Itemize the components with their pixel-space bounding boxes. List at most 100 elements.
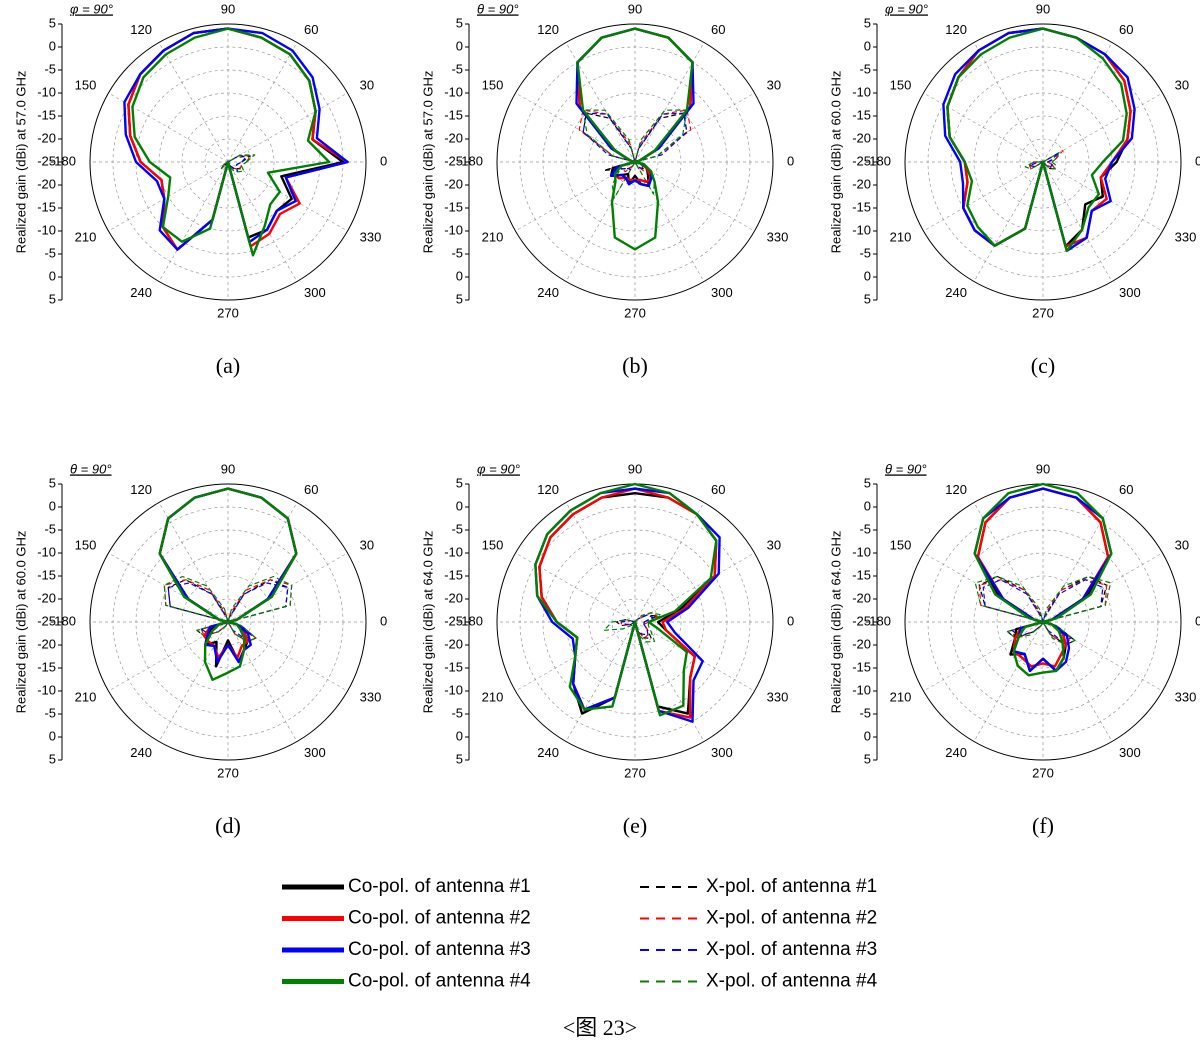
r-tick-label: -20 [444,636,463,651]
angle-grid-line [973,42,1044,163]
angle-grid-line [634,92,755,163]
r-tick-label: -5 [44,245,56,260]
angle-grid-line [565,161,636,282]
outer-circle [89,23,367,301]
angle-grid-line [634,552,755,623]
r-tick-label: -5 [44,521,56,536]
grid-circle [204,138,252,186]
angle-grid-line [515,92,636,163]
xpol-line [1029,149,1064,170]
angle-tick-label: -180 [50,613,76,628]
r-tick-label: -20 [37,130,56,145]
angle-tick-label: 330 [360,229,382,244]
angle-tick-label: 300 [304,745,326,760]
angle-tick-label: 300 [304,285,326,300]
angle-tick-label: 300 [711,285,733,300]
r-axis-label: Realized gain (dBi) at 60.0 GHz [828,71,843,254]
copol-line [946,27,1128,253]
angle-grid-line [515,552,636,623]
r-tick-label: -10 [444,682,463,697]
r-tick-label: 0 [49,268,56,283]
angle-tick-label: 30 [767,77,781,92]
r-tick-label: -5 [859,705,871,720]
r-tick-label: -10 [852,544,871,559]
r-tick-label: 5 [864,751,871,766]
angle-tick-label: 120 [945,482,967,497]
copol-line [131,27,331,257]
r-tick-label: 5 [864,475,871,490]
grid-circle [996,575,1090,669]
angle-tick-label: 270 [624,765,646,780]
angle-grid-line [634,161,755,232]
r-tick-label: 0 [864,268,871,283]
angle-grid-line [973,161,1044,282]
angle-tick-label: 270 [624,305,646,320]
angle-tick-label: -180 [457,153,483,168]
r-tick-label: -10 [852,84,871,99]
r-tick-label: -15 [444,567,463,582]
copol-line [576,27,694,251]
angle-tick-label: 330 [360,689,382,704]
r-tick-label: -20 [37,590,56,605]
angle-grid-line [634,502,705,623]
angle-tick-label: 210 [890,689,912,704]
r-tick-label: -15 [852,107,871,122]
angle-grid-line [158,42,229,163]
angle-tick-label: 30 [360,77,374,92]
r-tick-label: -20 [37,636,56,651]
r-tick-label: 5 [456,751,463,766]
angle-tick-label: 330 [767,229,789,244]
angle-grid-line [158,502,229,623]
angle-tick-label: 0 [380,153,387,168]
legend-label: Co-pol. of antenna #3 [348,939,531,960]
angle-grid-line [1042,42,1113,163]
r-tick-label: 0 [456,728,463,743]
angle-tick-label: 0 [1195,613,1200,628]
xpol-line [582,112,688,171]
xpol-line [163,575,293,643]
angle-tick-label: 0 [787,153,794,168]
angle-grid-line [227,502,298,623]
r-tick-label: -15 [37,199,56,214]
r-tick-label: -25 [852,153,871,168]
figure-label: <图 23> [563,1015,637,1040]
r-tick-label: 5 [49,475,56,490]
outer-circle [496,23,774,301]
angle-grid-line [108,621,229,692]
angle-tick-label: -180 [457,613,483,628]
outer-circle [89,483,367,761]
angle-tick-label: 60 [1119,482,1133,497]
angle-tick-label: 330 [1175,689,1197,704]
angle-tick-label: -180 [865,153,891,168]
r-tick-label: -25 [37,613,56,628]
angle-tick-label: 60 [711,22,725,37]
angle-tick-label: 270 [217,765,239,780]
r-tick-label: -10 [444,222,463,237]
panel-title: θ = 90° [885,461,927,476]
angle-grid-line [227,552,348,623]
r-tick-label: -20 [444,176,463,191]
angle-tick-label: 60 [1119,22,1133,37]
grid-circle [1019,138,1067,186]
angle-tick-label: 150 [482,537,504,552]
r-tick-label: -25 [444,613,463,628]
angle-tick-label: 270 [217,305,239,320]
angle-grid-line [973,621,1044,742]
angle-grid-line [1042,621,1163,692]
panel-caption: (c) [1031,353,1055,378]
angle-tick-label: 210 [482,689,504,704]
angle-tick-label: 300 [1119,285,1141,300]
grid-circle [181,575,275,669]
r-tick-label: -20 [37,176,56,191]
xpol-line [1024,152,1060,170]
r-tick-label: -20 [852,590,871,605]
r-tick-label: 5 [49,291,56,306]
legend-label: X-pol. of antenna #1 [706,876,877,897]
r-tick-label: -15 [444,659,463,674]
r-tick-label: -15 [852,567,871,582]
xpol-line [578,109,692,173]
xpol-line [220,154,256,173]
r-tick-label: 5 [456,291,463,306]
angle-grid-line [923,621,1044,692]
angle-tick-label: 120 [130,482,152,497]
